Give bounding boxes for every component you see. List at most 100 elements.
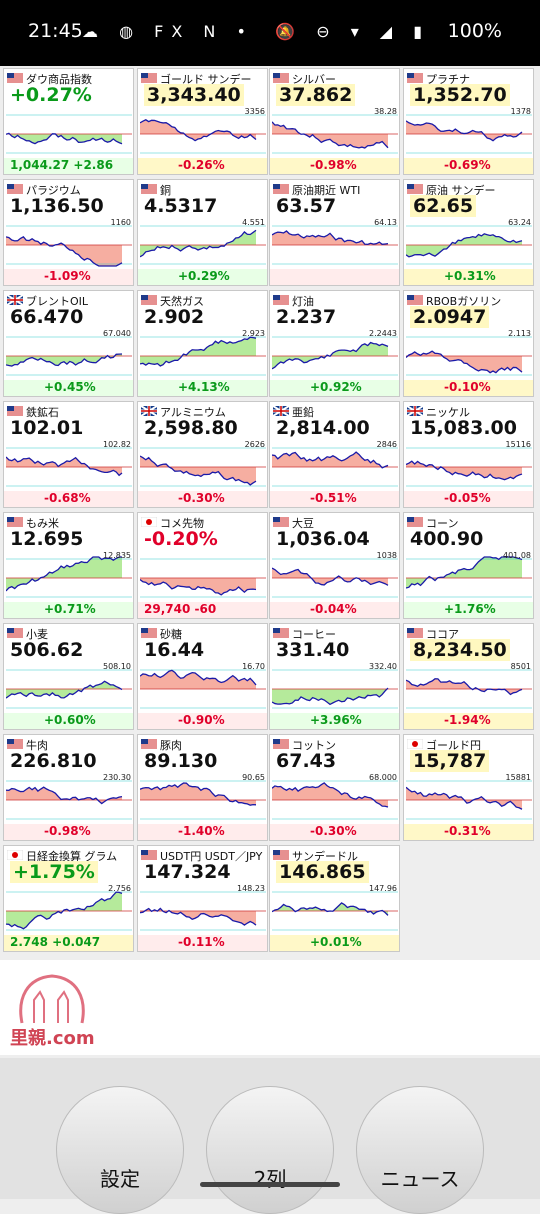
commodity-tile[interactable]: 天然ガス 2.902 2.923 2.781 +4.13%: [137, 290, 268, 397]
mini-chart: [140, 891, 266, 931]
flag-icon: [407, 73, 423, 83]
commodity-tile[interactable]: パラジウム 1,136.50 1160 1134 -1.09%: [3, 179, 134, 286]
flag-icon: [141, 739, 157, 749]
flag-icon: [141, 628, 157, 638]
tile-change: -0.30%: [178, 491, 225, 505]
settings-button[interactable]: 設定: [56, 1086, 184, 1214]
mini-chart: [272, 669, 398, 709]
change-row: [404, 158, 533, 174]
tile-name: 小麦: [26, 628, 48, 641]
commodity-tile[interactable]: サンデードル 146.865 147.96 146.74 +0.01%: [269, 845, 400, 952]
tile-value: 1,036.04: [276, 528, 370, 550]
commodity-tile[interactable]: ゴールド円 15,787 15881 15756 -0.31%: [403, 734, 534, 841]
tile-value: 1,352.70: [410, 84, 510, 106]
tile-high: 2846: [376, 440, 397, 449]
tile-name: アルミニウム: [160, 406, 226, 419]
tile-high: 2.756: [108, 884, 131, 893]
two-column-button[interactable]: 2列: [206, 1086, 334, 1214]
flag-icon: [273, 73, 289, 83]
commodity-tile[interactable]: 亜鉛 2,814.00 2846 2809 -0.51%: [269, 401, 400, 508]
notification-icons: ☁ ◍ FX N •: [82, 22, 254, 41]
commodity-tile[interactable]: コーヒー 331.40 332.40 315.55 +3.96%: [269, 623, 400, 730]
commodity-tile[interactable]: コメ先物 -0.20% 29740 29,740 -60: [137, 512, 268, 619]
tile-value: 146.865: [276, 861, 369, 883]
commodity-tile[interactable]: 原油期近 WTI 63.57 64.13 62.88: [269, 179, 400, 286]
tile-high: 63.24: [508, 218, 531, 227]
commodity-tile[interactable]: 大豆 1,036.04 1038 1027 -0.04%: [269, 512, 400, 619]
change-row: [138, 824, 267, 840]
flag-icon: [273, 628, 289, 638]
commodity-tile[interactable]: RBOBガソリン 2.0947 2.113 2.080 -0.10%: [403, 290, 534, 397]
mini-chart: [140, 447, 266, 487]
commodity-tile[interactable]: コーン 400.90 401.08 393.22 +1.76%: [403, 512, 534, 619]
change-row: [4, 713, 133, 729]
commodity-tile[interactable]: 砂糖 16.44 16.70 16.38 -0.90%: [137, 623, 268, 730]
change-row: [404, 491, 533, 507]
commodity-tile[interactable]: 日経金換算 グラム +1.75% 2.756 2.685 2.748 +0.04…: [3, 845, 134, 952]
commodity-tile[interactable]: ダウ商品指数 +0.27% 1039 1,044.27 +2.86: [3, 68, 134, 175]
tile-change: -1.09%: [44, 269, 91, 283]
commodity-tile[interactable]: 銅 4.5317 4.551 4.499 +0.29%: [137, 179, 268, 286]
commodity-tile[interactable]: 灯油 2.237 2.2443 2.2112 +0.92%: [269, 290, 400, 397]
flag-icon: [7, 406, 23, 416]
tile-change: -0.98%: [310, 158, 357, 172]
commodity-tile[interactable]: コットン 67.43 68.000 67.230 -0.30%: [269, 734, 400, 841]
tile-name: 日経金換算 グラム: [26, 850, 118, 863]
commodity-tile[interactable]: アルミニウム 2,598.80 2626 2597 -0.30%: [137, 401, 268, 508]
battery-level: 100%: [447, 20, 502, 42]
flag-icon: [407, 628, 423, 638]
commodity-tile[interactable]: 小麦 506.62 508.10 500.87 +0.60%: [3, 623, 134, 730]
tile-name: 原油期近 WTI: [292, 184, 361, 197]
mini-chart: [6, 336, 132, 376]
ad-banner[interactable]: 里親.com: [0, 960, 540, 1055]
change-row: [4, 602, 133, 618]
mini-chart: [272, 114, 398, 154]
tile-value: +1.75%: [10, 861, 98, 883]
tile-high: 332.40: [369, 662, 397, 671]
commodity-tile[interactable]: ニッケル 15,083.00 15116 14992 -0.05%: [403, 401, 534, 508]
commodity-tile[interactable]: 鉄鉱石 102.01 102.82 101.80 -0.68%: [3, 401, 134, 508]
tile-high: 4.551: [242, 218, 265, 227]
flag-icon: [7, 739, 23, 749]
tile-change: -0.11%: [178, 935, 225, 949]
mini-chart: [406, 114, 532, 154]
flag-icon: [7, 517, 23, 527]
tile-change: -0.51%: [310, 491, 357, 505]
commodity-tile[interactable]: ココア 8,234.50 8501 8169 -1.94%: [403, 623, 534, 730]
news-button[interactable]: ニュース: [356, 1086, 484, 1214]
change-row: [4, 824, 133, 840]
tile-change: -0.05%: [444, 491, 491, 505]
change-row: [404, 269, 533, 285]
tile-value: 2,814.00: [276, 417, 370, 439]
commodity-tile[interactable]: 牛肉 226.810 230.30 225.27 -0.98%: [3, 734, 134, 841]
commodity-tile[interactable]: ブレントOIL 66.470 67.040 66.020 +0.45%: [3, 290, 134, 397]
commodity-tile[interactable]: シルバー 37.862 38.28 37.73 -0.98%: [269, 68, 400, 175]
tile-name: 亜鉛: [292, 406, 314, 419]
tile-change: +4.13%: [178, 380, 230, 394]
tile-value: 2,598.80: [144, 417, 238, 439]
mini-chart: [6, 556, 132, 598]
tile-name: コーヒー: [292, 628, 336, 641]
flag-icon: [7, 73, 23, 83]
flag-icon: [407, 739, 423, 749]
tile-value: 8,234.50: [410, 639, 510, 661]
home-indicator[interactable]: [200, 1182, 340, 1187]
tile-high: 102.82: [103, 440, 131, 449]
mini-chart: [272, 891, 398, 931]
commodity-tile[interactable]: USDT円 USDT／JPY 147.324 148.23 146.09 -0.…: [137, 845, 268, 952]
tile-name: ブレントOIL: [26, 295, 89, 308]
commodity-tile[interactable]: 豚肉 89.130 90.65 88.54 -1.40%: [137, 734, 268, 841]
commodity-tile[interactable]: もみ米 12.695 12.835 12.595 +0.71%: [3, 512, 134, 619]
mini-chart: [406, 225, 532, 265]
tile-change: -0.90%: [178, 713, 225, 727]
cat-logo-icon: [19, 974, 85, 1024]
mini-chart: [6, 447, 132, 487]
tile-change: +1.76%: [444, 602, 496, 616]
flag-icon: [7, 295, 23, 305]
commodity-tile[interactable]: ゴールド サンデー 3,343.40 3356 3329 -0.26%: [137, 68, 268, 175]
commodity-tile[interactable]: 原油 サンデー 62.65 63.24 62.31 +0.31%: [403, 179, 534, 286]
tile-value: 1,136.50: [10, 195, 104, 217]
tile-change: -0.31%: [444, 824, 491, 838]
tile-name: 鉄鉱石: [26, 406, 59, 419]
commodity-tile[interactable]: プラチナ 1,352.70 1378 1344 -0.69%: [403, 68, 534, 175]
